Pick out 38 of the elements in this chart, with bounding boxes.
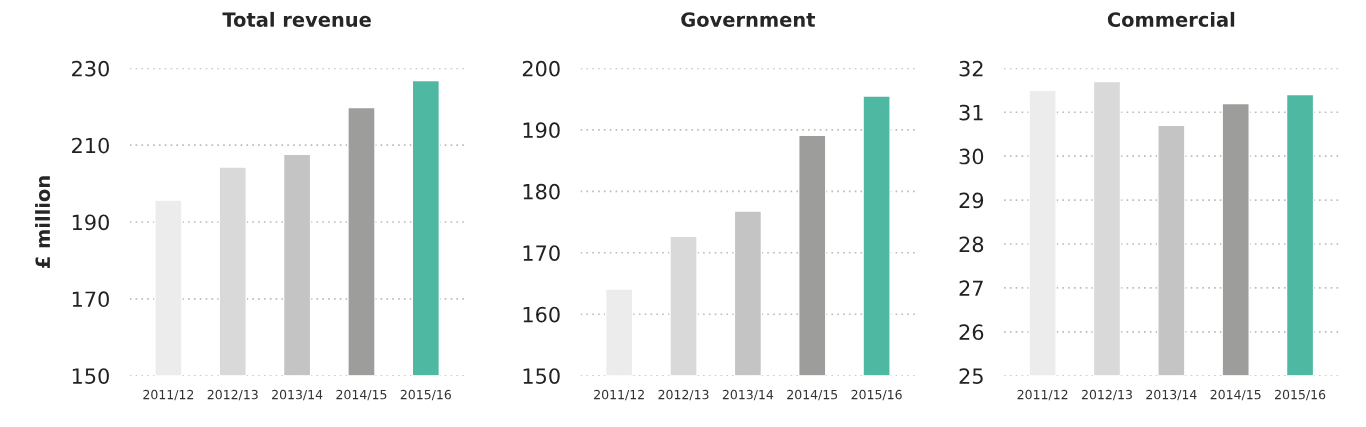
y-axis-title: £ million (35, 176, 51, 269)
y-tick-label: 180 (523, 183, 560, 200)
y-tick-label: 32 (959, 60, 983, 77)
x-tick-label: 2011/12 (594, 389, 644, 401)
x-tick-label: 2012/13 (207, 389, 258, 401)
y-tick-label: 26 (959, 324, 984, 341)
y-tick-label: 28 (959, 236, 984, 253)
y-tick-label: 31 (959, 104, 983, 121)
y-tick-label: 30 (959, 148, 984, 165)
x-tick-label: 2013/14 (272, 389, 323, 401)
chart-title: Total revenue (222, 11, 371, 27)
x-tick-label: 2014/15 (336, 389, 387, 401)
x-tick-label: 2015/16 (1275, 389, 1326, 401)
x-tick-label: 2012/13 (1081, 389, 1132, 401)
y-tick-label: 150 (72, 368, 109, 384)
chart-title: Commercial (1107, 11, 1235, 27)
x-tick-label: 2015/16 (400, 389, 451, 401)
y-tick-label: 160 (523, 306, 560, 323)
y-tick-label: 170 (72, 291, 109, 308)
y-tick-label: 27 (959, 280, 983, 296)
x-tick-label: 2011/12 (143, 389, 194, 401)
x-tick-label: 2013/14 (722, 389, 774, 401)
y-tick-label: 29 (959, 192, 984, 209)
y-tick-label: 200 (522, 60, 560, 77)
y-tick-label: 230 (72, 60, 109, 77)
x-tick-label: 2012/13 (658, 389, 709, 401)
x-tick-label: 2013/14 (1146, 389, 1197, 401)
x-tick-label: 2014/15 (787, 389, 838, 401)
y-tick-label: 25 (959, 368, 983, 384)
x-tick-label: 2015/16 (851, 389, 902, 401)
x-tick-label: 2014/15 (1210, 389, 1261, 401)
y-tick-label: 190 (523, 122, 560, 139)
y-tick-label: 150 (523, 368, 560, 384)
y-tick-label: 190 (72, 214, 109, 231)
chart-title: Government (681, 12, 816, 27)
y-tick-label: 210 (72, 137, 109, 154)
y-tick-label: 170 (523, 245, 560, 261)
x-tick-label: 2011/12 (1017, 389, 1068, 401)
